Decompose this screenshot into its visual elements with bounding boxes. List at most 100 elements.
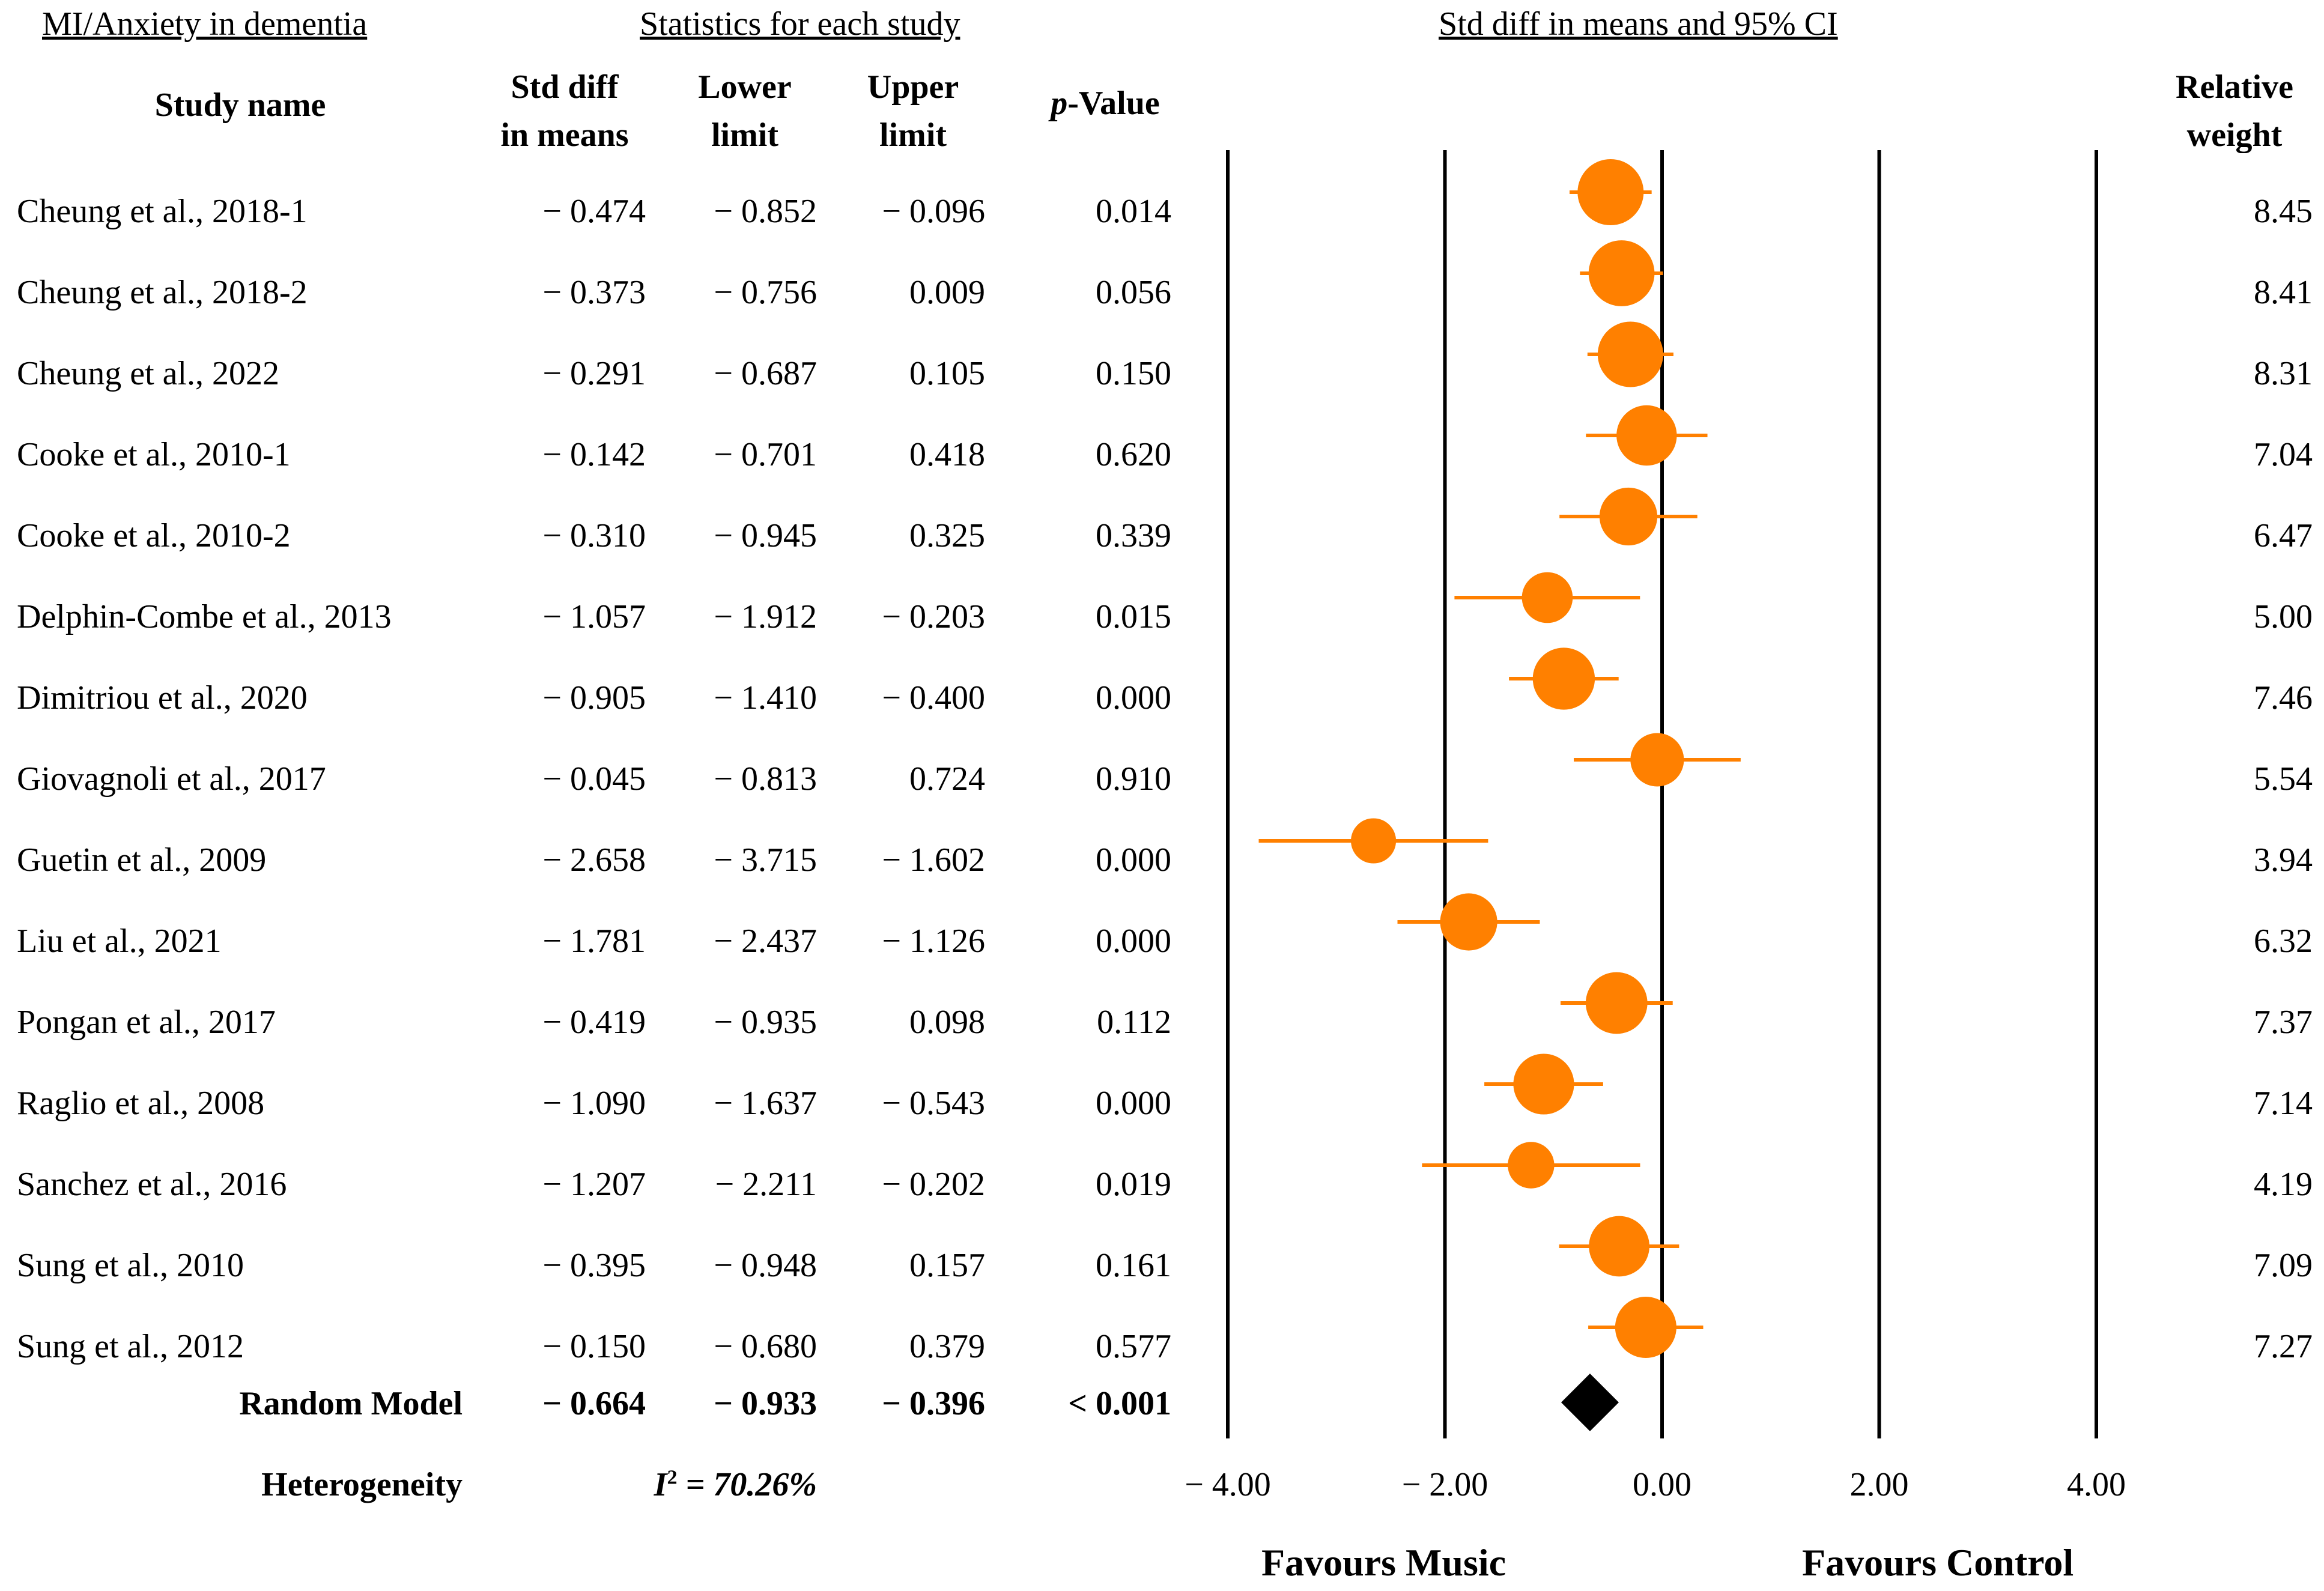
table-row: Cooke et al., 2010-2 − 0.310 − 0.945 0.325 0… xyxy=(0,495,2324,577)
p-value: 0.577 xyxy=(1096,1328,1171,1365)
study-marker xyxy=(1440,893,1497,951)
p-value: 0.000 xyxy=(1096,1085,1171,1122)
study-name: Raglio et al., 2008 xyxy=(17,1085,265,1122)
column-header-std-diff-line1: Std diff xyxy=(511,68,619,106)
study-marker xyxy=(1615,1296,1676,1359)
p-value: 0.019 xyxy=(1096,1166,1171,1203)
lower-limit-value: − 0.852 xyxy=(714,193,817,230)
smd-value: − 0.373 xyxy=(542,274,646,311)
study-name: Cooke et al., 2010-1 xyxy=(17,436,291,473)
study-marker xyxy=(1585,972,1648,1034)
x-tick-label: − 4.00 xyxy=(1185,1466,1271,1503)
study-name: Sung et al., 2010 xyxy=(17,1247,244,1284)
study-marker xyxy=(1351,818,1397,864)
smd-value: − 1.781 xyxy=(542,923,646,960)
column-header-upper-limit: Upper limit xyxy=(835,63,991,159)
lower-limit-value: − 0.756 xyxy=(714,274,817,311)
upper-limit-value: − 0.400 xyxy=(882,679,985,717)
upper-limit-value: 0.098 xyxy=(909,1004,985,1041)
table-row: Delphin-Combe et al., 2013 − 1.057 − 1.912… xyxy=(0,577,2324,658)
lower-limit-value: − 3.715 xyxy=(714,841,817,879)
table-row: Dimitriou et al., 2020 − 0.905 − 1.410 − 0.… xyxy=(0,658,2324,739)
upper-limit-value: − 0.203 xyxy=(882,598,985,635)
study-name: Sung et al., 2012 xyxy=(17,1328,244,1365)
column-header-lower-limit: Lower limit xyxy=(667,63,823,159)
relative-weight-value: 5.00 xyxy=(2254,598,2313,635)
p-value: 0.161 xyxy=(1096,1247,1171,1284)
favours-music-label: Favours Music xyxy=(1261,1541,1506,1584)
study-name: Delphin-Combe et al., 2013 xyxy=(17,598,392,635)
study-name: Pongan et al., 2017 xyxy=(17,1004,276,1041)
study-name: Liu et al., 2021 xyxy=(17,923,222,960)
study-marker xyxy=(1597,321,1663,387)
upper-limit-value: − 1.602 xyxy=(882,841,985,879)
relative-weight-value: 7.04 xyxy=(2254,436,2313,473)
p-value: 0.056 xyxy=(1096,274,1171,311)
column-header-p-italic: p xyxy=(1051,85,1068,122)
p-value: 0.000 xyxy=(1096,841,1171,879)
smd-value: − 0.474 xyxy=(542,193,646,230)
study-name: Cheung et al., 2018-1 xyxy=(17,193,308,230)
table-row: Raglio et al., 2008 − 1.090 − 1.637 − 0.543… xyxy=(0,1063,2324,1144)
column-header-relative-weight: Relative weight xyxy=(2138,63,2324,153)
heterogeneity-i2-sup: 2 xyxy=(667,1466,678,1489)
section-header-statistics: Statistics for each study xyxy=(640,5,960,43)
upper-limit-value: 0.157 xyxy=(909,1247,985,1284)
lower-limit-value: − 0.935 xyxy=(714,1004,817,1041)
p-value: 0.015 xyxy=(1096,598,1171,635)
upper-limit-value: − 1.126 xyxy=(882,923,985,960)
study-name: Sanchez et al., 2016 xyxy=(17,1166,287,1203)
smd-value: − 2.658 xyxy=(542,841,646,879)
smd-value: − 0.310 xyxy=(542,517,646,554)
study-marker xyxy=(1630,733,1684,787)
column-header-lower-line1: Lower xyxy=(698,68,792,106)
column-header-lower-line2: limit xyxy=(711,117,778,154)
study-marker xyxy=(1588,240,1655,306)
lower-limit-value: − 0.687 xyxy=(714,355,817,392)
relative-weight-value: 4.19 xyxy=(2254,1166,2313,1203)
table-row: Giovagnoli et al., 2017 − 0.045 − 0.813 0.7… xyxy=(0,739,2324,820)
relative-weight-value: 6.47 xyxy=(2254,517,2313,554)
relative-weight-value: 7.46 xyxy=(2254,679,2313,717)
p-value: 0.339 xyxy=(1096,517,1171,554)
section-header-left: MI/Anxiety in dementia xyxy=(42,5,368,43)
lower-limit-value: − 1.410 xyxy=(714,679,817,717)
upper-limit-value: 0.325 xyxy=(909,517,985,554)
column-header-std-diff-line2: in means xyxy=(500,117,629,154)
p-value: 0.150 xyxy=(1096,355,1171,392)
study-marker xyxy=(1522,572,1573,623)
heterogeneity-label: Heterogeneity xyxy=(261,1466,463,1503)
relative-weight-value: 7.27 xyxy=(2254,1328,2313,1365)
column-header-weight-line2: weight xyxy=(2186,117,2283,153)
column-header-study-name: Study name xyxy=(154,86,326,124)
upper-limit-value: − 0.096 xyxy=(882,193,985,230)
relative-weight-value: 7.14 xyxy=(2254,1085,2313,1122)
upper-limit-value: 0.418 xyxy=(909,436,985,473)
column-header-p-value: p-Value xyxy=(1021,79,1189,127)
upper-limit-value: 0.724 xyxy=(909,760,985,798)
upper-limit-value: 0.379 xyxy=(909,1328,985,1365)
relative-weight-value: 6.32 xyxy=(2254,923,2313,960)
summary-p-value: < 0.001 xyxy=(1068,1385,1171,1422)
upper-limit-value: − 0.202 xyxy=(882,1166,985,1203)
table-row: Sung et al., 2010 − 0.395 − 0.948 0.157 0.16… xyxy=(0,1225,2324,1306)
x-tick-label: 2.00 xyxy=(1850,1466,1909,1503)
p-value: 0.112 xyxy=(1097,1004,1171,1041)
smd-value: − 0.395 xyxy=(542,1247,646,1284)
study-marker xyxy=(1508,1142,1555,1189)
column-header-std-diff: Std diff in means xyxy=(469,63,661,159)
smd-value: − 1.207 xyxy=(542,1166,646,1203)
upper-limit-value: 0.009 xyxy=(909,274,985,311)
study-name: Cheung et al., 2022 xyxy=(17,355,280,392)
p-value: 0.000 xyxy=(1096,679,1171,717)
study-name: Guetin et al., 2009 xyxy=(17,841,267,879)
upper-limit-value: − 0.543 xyxy=(882,1085,985,1122)
lower-limit-value: − 0.948 xyxy=(714,1247,817,1284)
smd-value: − 0.142 xyxy=(542,436,646,473)
p-value: 0.910 xyxy=(1096,760,1171,798)
lower-limit-value: − 0.813 xyxy=(714,760,817,798)
column-header-p-rest: -Value xyxy=(1067,85,1160,122)
x-tick-label: − 2.00 xyxy=(1402,1466,1488,1503)
column-header-weight-line1: Relative xyxy=(2176,68,2293,106)
lower-limit-value: − 2.437 xyxy=(714,923,817,960)
